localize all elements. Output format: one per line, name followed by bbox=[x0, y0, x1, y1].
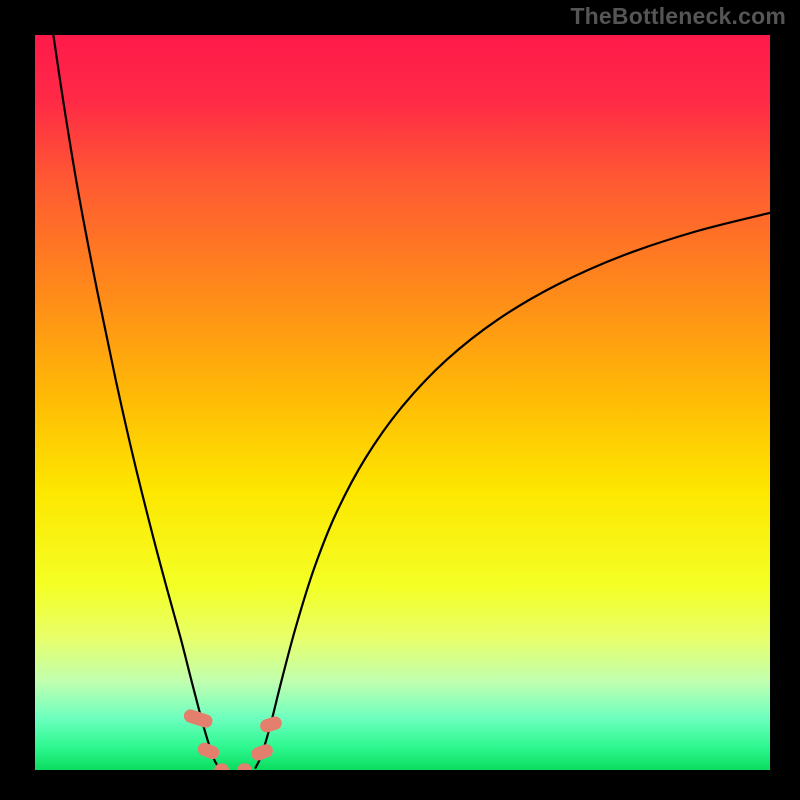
plot-background bbox=[35, 35, 770, 770]
plot-svg bbox=[35, 35, 770, 770]
chart-frame: TheBottleneck.com bbox=[0, 0, 800, 800]
watermark-text: TheBottleneck.com bbox=[570, 3, 786, 30]
plot-area bbox=[35, 35, 770, 770]
